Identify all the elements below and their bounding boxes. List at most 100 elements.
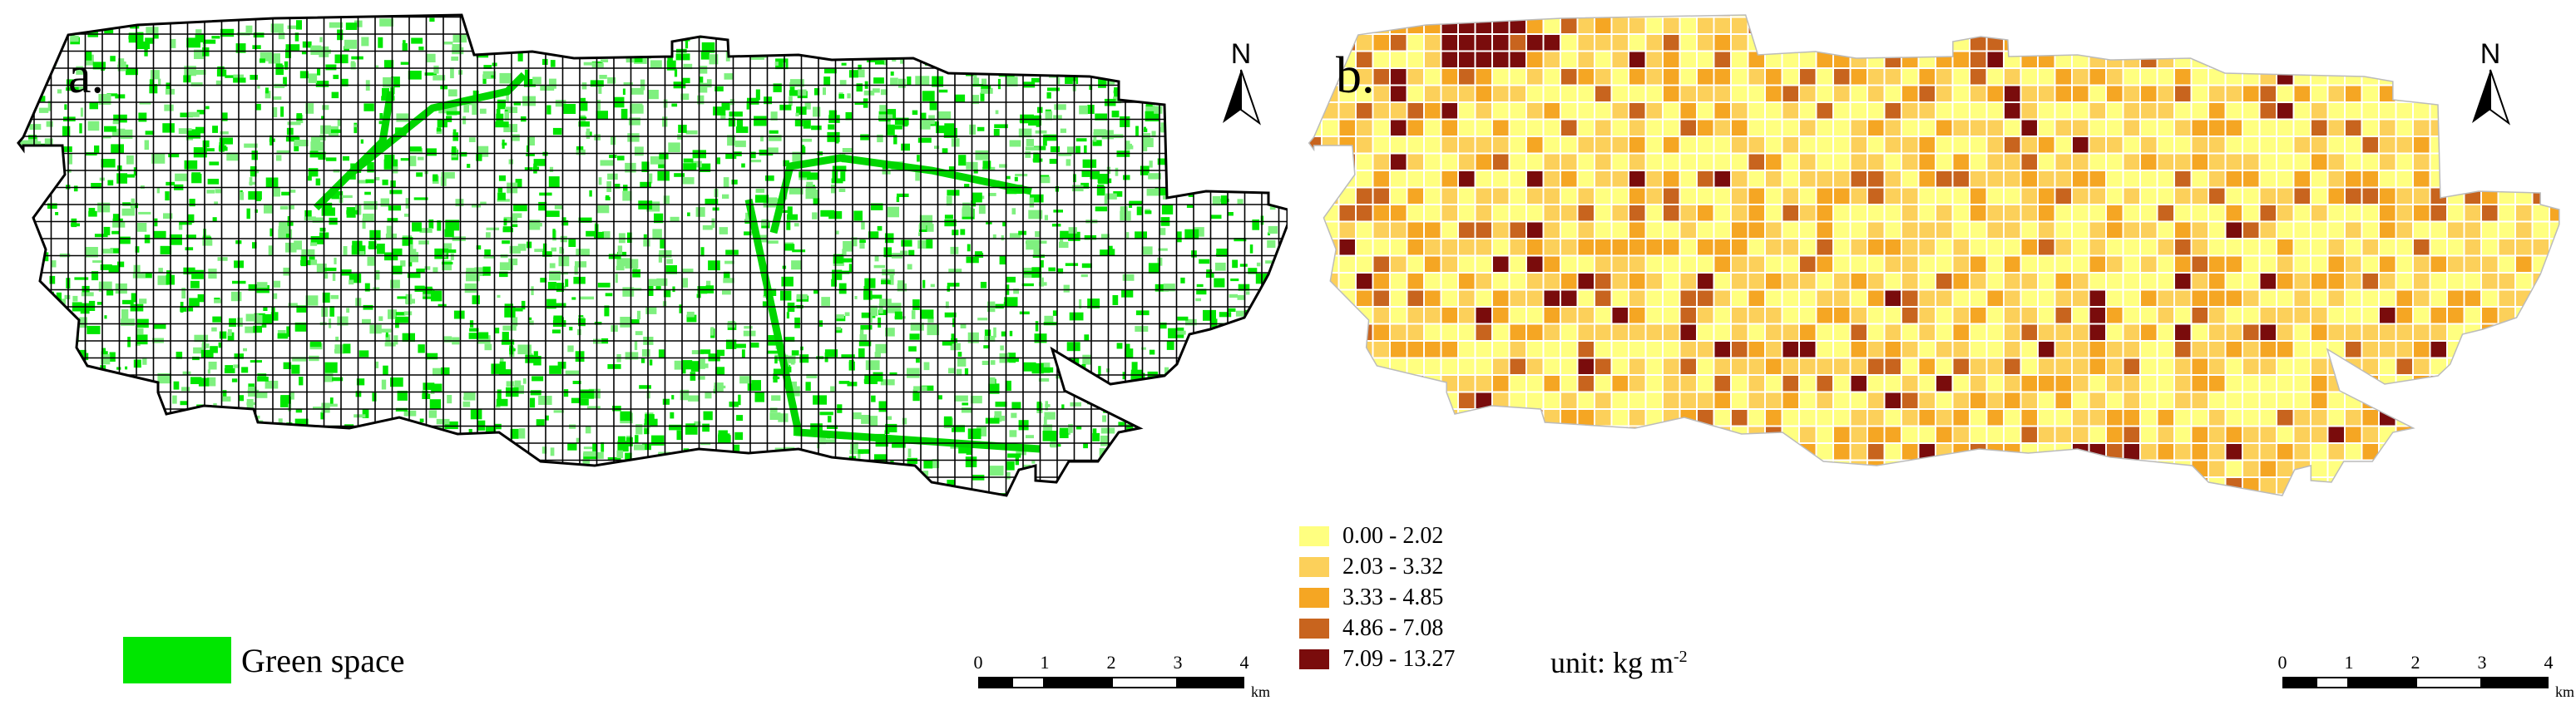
grid-cell <box>1474 238 1493 257</box>
grid-cell <box>1355 16 1374 35</box>
green-space-patch <box>841 62 847 66</box>
green-space-patch <box>447 106 457 116</box>
grid-cell <box>2173 306 2193 325</box>
grid-cell <box>1457 323 1476 342</box>
green-space-patch <box>1108 245 1113 251</box>
green-space-patch <box>228 417 240 428</box>
grid-cell <box>1798 15 1817 18</box>
grid-cell <box>2310 391 2329 410</box>
grid-cell <box>1288 170 1305 188</box>
grid-cell <box>2412 254 2431 274</box>
green-space-patch <box>959 44 967 47</box>
green-space-patch <box>1044 21 1055 26</box>
grid-cell <box>1969 459 1988 478</box>
grid-cell <box>1764 476 1783 496</box>
grid-cell <box>2139 220 2158 239</box>
grid-cell <box>1951 459 1970 478</box>
grid-cell <box>1355 238 1374 257</box>
green-space-patch <box>1219 406 1233 411</box>
grid-cell <box>1764 84 1783 103</box>
grid-cell <box>1594 136 1613 155</box>
green-space-patch <box>412 222 422 232</box>
grid-cell <box>2208 204 2227 223</box>
grid-cell <box>2242 136 2261 155</box>
green-space-patch <box>1135 126 1139 136</box>
green-space-patch <box>813 289 818 294</box>
grid-cell <box>1969 220 1988 239</box>
grid-cell <box>2190 118 2209 137</box>
grid-cell <box>1730 459 1749 478</box>
green-space-patch <box>56 292 62 303</box>
grid-cell <box>1951 84 1970 103</box>
grid-cell <box>2105 340 2124 359</box>
grid-cell <box>2122 101 2141 121</box>
grid-cell <box>1542 391 1561 410</box>
green-space-patch <box>437 220 442 231</box>
grid-cell <box>2037 340 2056 359</box>
green-space-patch <box>322 292 330 303</box>
green-space-patch <box>67 367 80 375</box>
green-space-patch <box>722 194 729 199</box>
green-space-patch <box>441 171 455 179</box>
green-space-patch <box>296 113 303 121</box>
grid-cell <box>2190 289 2209 308</box>
grid-cell <box>2242 67 2261 86</box>
green-space-patch <box>642 443 651 451</box>
grid-cell <box>1832 15 1852 18</box>
grid-cell <box>2276 152 2295 171</box>
grid-cell <box>2173 425 2193 444</box>
grid-cell <box>2446 15 2465 18</box>
green-space-patch <box>1259 131 1270 141</box>
green-space-patch <box>1186 406 1193 415</box>
green-space-patch <box>597 283 611 288</box>
green-space-patch <box>390 377 403 387</box>
grid-cell <box>2224 152 2243 171</box>
grid-cell <box>2224 15 2243 18</box>
grid-cell <box>2531 15 2550 18</box>
grid-cell <box>1883 272 1902 291</box>
green-space-patch <box>606 181 611 192</box>
grid-cell <box>1474 493 1493 496</box>
grid-cell <box>2208 136 2227 155</box>
grid-cell <box>1542 306 1561 325</box>
green-space-patch <box>954 395 968 402</box>
grid-cell <box>2326 118 2346 137</box>
grid-cell <box>2139 67 2158 86</box>
green-space-patch <box>619 31 627 37</box>
green-space-patch <box>83 367 94 377</box>
green-space-patch <box>761 219 769 226</box>
grid-cell <box>2020 254 2039 274</box>
grid-cell <box>2020 289 2039 308</box>
grid-cell <box>2224 254 2243 274</box>
grid-cell <box>1935 220 1954 239</box>
grid-cell <box>1542 476 1561 496</box>
grid-cell <box>2020 459 2039 478</box>
grid-cell <box>2446 391 2465 410</box>
green-space-patch <box>183 267 195 274</box>
panel-b-carbon-density-map: b. N 0.00 - 2.02 2.03 - 3.32 3.33 - 4.85… <box>1288 0 2576 725</box>
grid-cell <box>2242 186 2261 205</box>
grid-cell <box>2429 374 2448 393</box>
green-space-patch <box>278 32 285 40</box>
grid-cell <box>2446 33 2465 52</box>
grid-cell <box>1594 118 1613 137</box>
grid-cell <box>2208 152 2227 171</box>
grid-cell <box>1389 101 1408 121</box>
green-space-patch <box>533 351 538 358</box>
green-space-patch <box>806 373 818 378</box>
green-space-patch <box>373 287 380 291</box>
green-space-patch <box>89 397 97 407</box>
grid-cell <box>1901 220 1920 239</box>
green-space-patch <box>1256 262 1261 267</box>
grid-cell <box>1815 118 1834 137</box>
grid-cell <box>1628 306 1647 325</box>
grid-cell <box>1883 16 1902 35</box>
grid-cell <box>2208 289 2227 308</box>
green-space-patch <box>1029 197 1035 208</box>
grid-cell <box>1525 391 1545 410</box>
grid-cell <box>2395 323 2414 342</box>
green-space-patch <box>971 396 982 404</box>
grid-cell <box>1610 442 1629 461</box>
grid-cell <box>1372 101 1391 121</box>
green-space-patch <box>724 260 734 264</box>
